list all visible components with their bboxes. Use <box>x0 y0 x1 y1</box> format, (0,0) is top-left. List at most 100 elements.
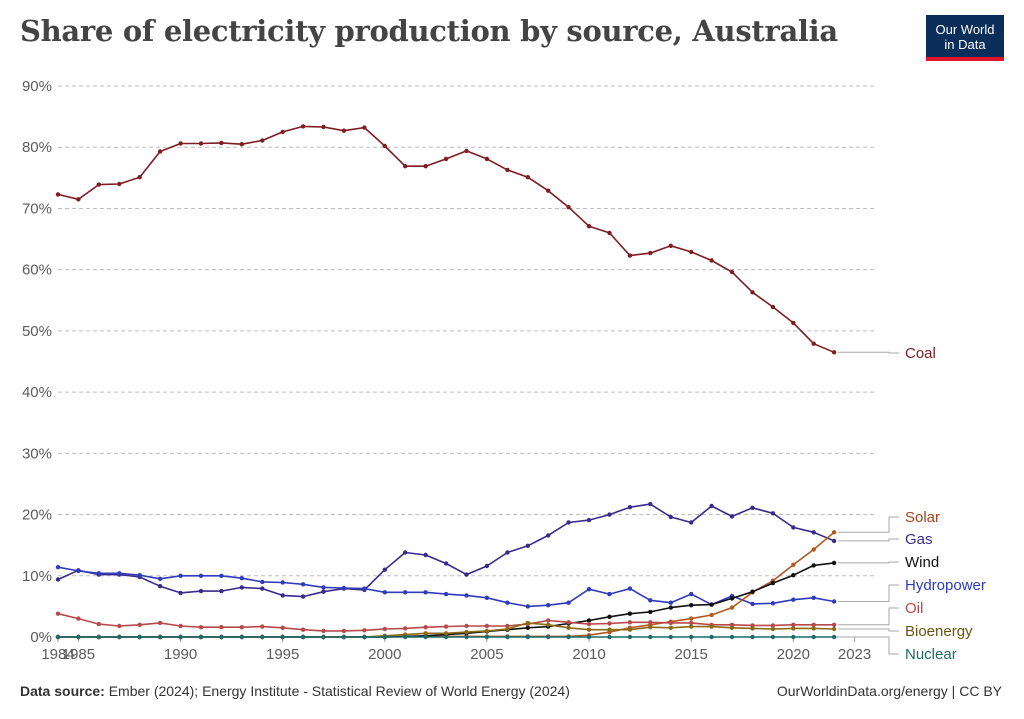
data-point-gas <box>382 567 387 572</box>
data-point-coal <box>648 250 653 256</box>
data-point-bioenergy <box>791 626 796 631</box>
data-point-oil <box>484 623 490 629</box>
data-point-hydropower <box>811 595 816 600</box>
data-point-coal <box>157 149 163 154</box>
x-tick-label: 2010 <box>572 646 605 663</box>
series-label-nuclear: Nuclear <box>905 646 957 663</box>
data-point-oil <box>280 625 285 630</box>
data-point-bioenergy <box>668 625 673 630</box>
data-point-nuclear <box>341 634 347 640</box>
data-point-nuclear <box>280 634 285 640</box>
data-point-hydropower <box>260 579 265 585</box>
data-point-coal <box>668 243 673 248</box>
data-point-oil <box>464 623 469 629</box>
data-point-coal <box>627 253 633 258</box>
series-line-gas <box>57 503 835 598</box>
y-tick-label: 60% <box>22 262 52 279</box>
data-point-gas <box>505 550 510 555</box>
leader-line-hydropower <box>838 584 899 602</box>
data-point-hydropower <box>55 565 61 570</box>
y-tick-label: 90% <box>22 78 52 95</box>
data-point-coal <box>586 224 592 229</box>
data-point-gas <box>750 505 755 510</box>
data-point-nuclear <box>76 634 81 640</box>
data-point-coal <box>607 230 612 236</box>
series-label-oil: Oil <box>905 600 923 617</box>
data-point-oil <box>403 626 408 631</box>
data-point-wind <box>689 603 694 608</box>
leader-line-nuclear <box>838 636 899 655</box>
data-point-hydropower <box>198 573 204 578</box>
data-point-hydropower <box>423 590 428 595</box>
y-tick-label: 70% <box>22 200 52 217</box>
data-point-nuclear <box>791 634 796 640</box>
data-point-coal <box>709 258 714 263</box>
data-point-wind <box>668 605 673 610</box>
data-point-coal <box>137 175 142 180</box>
data-point-hydropower <box>362 586 367 591</box>
data-point-gas <box>689 520 694 525</box>
data-point-bioenergy <box>423 631 428 636</box>
data-point-hydropower <box>117 571 122 576</box>
data-point-oil <box>607 621 612 626</box>
data-point-coal <box>729 269 735 275</box>
data-point-hydropower <box>750 601 755 607</box>
data-point-bioenergy <box>811 626 816 631</box>
leader-line-solar <box>838 516 899 533</box>
data-point-nuclear <box>607 634 612 640</box>
data-point-wind <box>648 609 653 615</box>
data-point-oil <box>137 622 142 627</box>
data-point-hydropower <box>178 573 183 578</box>
data-point-hydropower <box>341 585 347 591</box>
series-label-hydropower: Hydropower <box>905 577 986 594</box>
x-tick-label: 1995 <box>266 646 299 663</box>
data-point-coal <box>117 181 122 187</box>
data-point-coal <box>280 129 285 135</box>
data-point-nuclear <box>219 634 224 640</box>
data-point-coal <box>321 124 326 130</box>
data-point-gas <box>484 563 490 569</box>
data-point-hydropower <box>627 586 633 591</box>
x-tick-label: 2000 <box>368 646 401 663</box>
data-point-oil <box>382 626 387 632</box>
data-point-coal <box>219 140 224 146</box>
data-point-wind <box>770 580 776 586</box>
site-link[interactable]: OurWorldinData.org/energy | CC BY <box>776 683 1002 699</box>
data-point-coal <box>403 164 408 169</box>
data-source-text: Ember (2024); Energy Institute - Statist… <box>108 683 570 699</box>
y-tick-label: 20% <box>22 507 52 524</box>
series-line-hydropower <box>57 566 835 608</box>
data-point-nuclear <box>464 634 469 640</box>
data-point-oil <box>198 625 204 630</box>
data-point-bioenergy <box>689 624 694 629</box>
data-point-gas <box>403 550 408 555</box>
owid-logo[interactable]: Our World in Data <box>926 15 1004 61</box>
logo-line-2: in Data <box>944 37 986 52</box>
data-point-solar <box>689 616 694 621</box>
data-point-wind <box>627 611 633 616</box>
data-point-hydropower <box>546 603 551 608</box>
data-point-gas <box>729 514 735 519</box>
data-point-nuclear <box>709 634 714 640</box>
data-point-gas <box>811 530 816 535</box>
data-point-solar <box>791 562 796 567</box>
data-point-oil <box>117 623 122 629</box>
data-point-nuclear <box>546 634 551 640</box>
data-point-hydropower <box>770 601 776 606</box>
data-point-gas <box>443 561 449 566</box>
data-point-coal <box>831 350 837 355</box>
data-point-oil <box>178 623 183 629</box>
data-point-gas <box>157 584 163 589</box>
data-point-bioenergy <box>586 627 592 632</box>
data-point-oil <box>627 620 633 625</box>
y-tick-label: 80% <box>22 139 52 156</box>
data-point-nuclear <box>382 634 387 640</box>
data-point-coal <box>96 182 102 187</box>
data-point-gas <box>239 585 244 590</box>
data-point-coal <box>341 128 347 133</box>
data-point-hydropower <box>586 587 592 592</box>
data-point-hydropower <box>382 590 387 595</box>
data-point-gas <box>709 503 714 509</box>
x-tick-label: 1990 <box>164 646 197 663</box>
data-point-bioenergy <box>831 626 837 632</box>
